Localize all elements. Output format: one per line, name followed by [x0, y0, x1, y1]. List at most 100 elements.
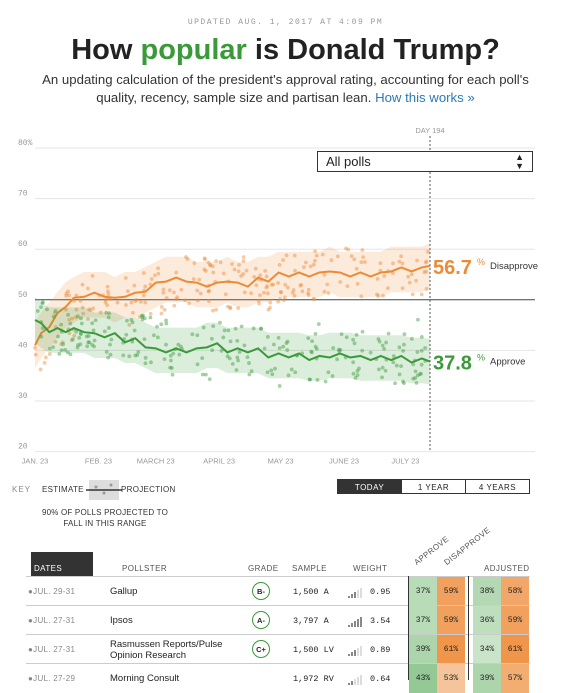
poll-dot: [169, 358, 173, 363]
poll-dot: [136, 349, 141, 354]
poll-dot: [326, 291, 331, 296]
col-disapprove[interactable]: DISAPPROVE: [442, 525, 493, 567]
weight-bar: [348, 596, 350, 598]
poll-dot: [40, 300, 45, 304]
poll-dot: [393, 381, 397, 386]
poll-dot: [409, 336, 414, 341]
poll-dot: [53, 339, 58, 344]
poll-dot: [281, 344, 286, 349]
table-row[interactable]: ● JUL. 29-31 Gallup B- 1,500 A 0.95 37% 59% 38%…: [26, 576, 530, 606]
poll-dot: [218, 320, 222, 325]
poll-dot: [426, 249, 430, 254]
pollster-name[interactable]: Rasmussen Reports/Pulse Opinion Research: [110, 638, 223, 661]
table-row[interactable]: ● JUL. 27-31 Ipsos A- 3,797 A 3.54 37% 59% 36% 5…: [26, 605, 530, 635]
poll-dot: [384, 340, 389, 345]
poll-dot: [72, 333, 77, 338]
weight-bar: [348, 654, 350, 656]
poll-dot: [247, 372, 252, 377]
poll-dot: [70, 337, 75, 342]
poll-dot: [174, 297, 179, 301]
table-row[interactable]: ● JUL. 27-31 Rasmussen Reports/Pulse Opin…: [26, 634, 530, 664]
table-row[interactable]: ● JUL. 27-29 Morning Consult 1,972 RV 0.64 4…: [26, 663, 530, 693]
poll-dot: [64, 291, 69, 296]
poll-dot: [88, 308, 93, 312]
adjusted-approve-cell: 38%: [473, 577, 501, 606]
poll-dot: [345, 284, 350, 289]
poll-dot: [308, 264, 313, 269]
poll-dot: [292, 294, 297, 298]
poll-dot: [104, 349, 109, 354]
poll-dot: [210, 308, 215, 313]
poll-dot: [98, 310, 103, 315]
poll-dot: [285, 339, 290, 344]
col-grade[interactable]: GRADE: [248, 564, 279, 573]
poll-dot: [307, 377, 312, 382]
poll-dot: [172, 303, 177, 308]
poll-filter-dropdown[interactable]: All polls ▲ ▼: [317, 151, 533, 172]
poll-dot: [39, 305, 43, 309]
x-tick-label: JAN. 23: [22, 457, 49, 466]
poll-dot: [78, 342, 83, 347]
poll-dot: [86, 340, 91, 345]
approval-chart: 80% 70 60 50 40 30 20 JAN. 23 FEB. 23 MARCH 23 APR…: [18, 126, 538, 466]
poll-dot: [47, 352, 52, 357]
how-this-works-link[interactable]: How this works »: [375, 90, 475, 105]
pollster-name[interactable]: Gallup: [110, 586, 138, 597]
y-tick-label: 60: [18, 240, 28, 249]
poll-dot: [135, 353, 140, 357]
poll-dot: [249, 369, 254, 374]
poll-dot: [402, 342, 406, 347]
poll-dot: [45, 307, 49, 312]
poll-dot: [418, 372, 422, 377]
poll-dot: [419, 348, 424, 353]
poll-dot: [363, 260, 367, 264]
key-legend-icon: [86, 480, 122, 500]
poll-dot: [106, 355, 111, 360]
poll-dot: [306, 336, 311, 341]
poll-dot: [394, 363, 399, 368]
poll-dot: [61, 342, 66, 347]
poll-dot: [293, 370, 298, 375]
poll-dot: [68, 352, 73, 357]
poll-dot: [339, 332, 344, 336]
poll-dot: [133, 299, 138, 304]
poll-dot: [142, 337, 147, 342]
col-pollster[interactable]: POLLSTER: [122, 564, 167, 573]
poll-dot: [351, 337, 356, 342]
poll-dot: [383, 368, 388, 373]
poll-dot: [195, 362, 200, 367]
poll-dot: [406, 274, 411, 279]
poll-dot: [377, 339, 382, 344]
range-today-button[interactable]: TODAY: [337, 479, 402, 494]
pollster-name[interactable]: Ipsos: [110, 615, 133, 626]
poll-dot: [244, 268, 249, 273]
poll-dot: [424, 287, 429, 291]
poll-dot: [206, 289, 211, 294]
poll-dot: [105, 284, 110, 289]
poll-dot: [291, 288, 296, 292]
poll-dot: [148, 315, 153, 320]
poll-dot: [271, 282, 276, 287]
range-4years-button[interactable]: 4 YEARS: [465, 479, 530, 494]
col-weight[interactable]: WEIGHT: [353, 564, 388, 573]
poll-dot: [39, 334, 44, 339]
poll-dot: [202, 256, 207, 261]
poll-dot: [270, 372, 275, 377]
weight-bar: [351, 652, 353, 656]
title-emphasis: popular: [140, 34, 247, 66]
range-1year-button[interactable]: 1 YEAR: [401, 479, 466, 494]
poll-dot: [64, 307, 68, 312]
poll-dot: [322, 272, 327, 277]
col-sample[interactable]: SAMPLE: [292, 564, 327, 573]
col-dates[interactable]: DATES: [31, 552, 93, 576]
y-tick-label: 30: [18, 392, 28, 401]
poll-dot: [407, 280, 412, 285]
pollster-name[interactable]: Morning Consult: [110, 673, 180, 684]
poll-dot: [312, 297, 317, 302]
col-adjusted[interactable]: ADJUSTED: [484, 564, 530, 573]
approve-cell: 37%: [409, 577, 437, 606]
poll-dot: [115, 300, 120, 305]
poll-dot: [121, 353, 126, 358]
approve-label: Approve: [490, 357, 525, 368]
poll-dot: [106, 289, 110, 294]
